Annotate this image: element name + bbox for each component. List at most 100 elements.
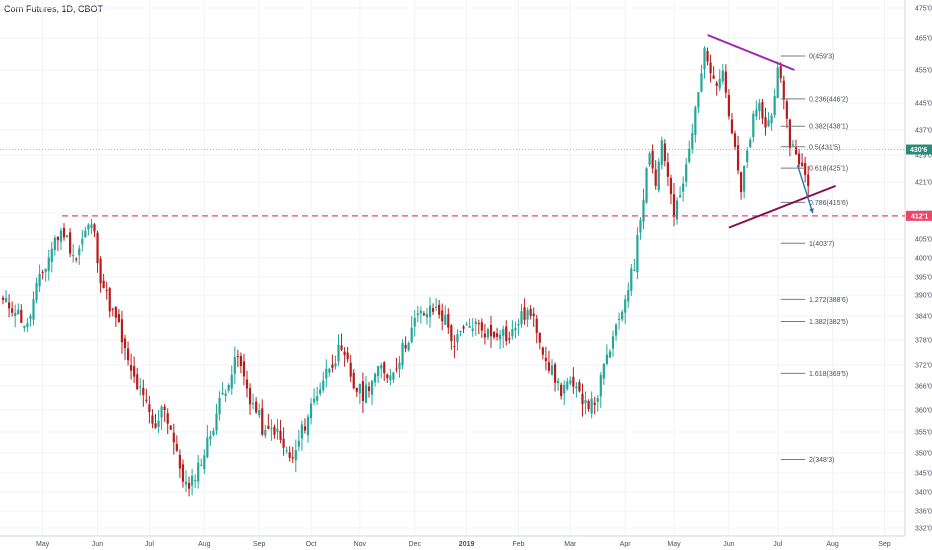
candle-body bbox=[139, 386, 142, 388]
candle-body bbox=[456, 334, 459, 343]
candle-body bbox=[355, 387, 358, 392]
candle-body bbox=[587, 400, 590, 410]
candle-body bbox=[191, 475, 194, 486]
candle-body bbox=[697, 92, 700, 108]
candle-body bbox=[682, 183, 685, 192]
candle-body bbox=[331, 364, 334, 368]
candle-body bbox=[797, 153, 801, 165]
candle-body bbox=[544, 357, 547, 361]
candle-body bbox=[282, 438, 285, 448]
candle-body bbox=[569, 380, 572, 384]
price-tick-label: 395'0 bbox=[915, 275, 932, 282]
candle-body bbox=[736, 145, 740, 171]
price-tick-label: 400'0 bbox=[915, 256, 932, 263]
candle-body bbox=[41, 271, 44, 273]
candle-body bbox=[782, 80, 785, 100]
candle-body bbox=[505, 326, 508, 341]
candle-body bbox=[404, 345, 407, 349]
candle-body bbox=[627, 290, 630, 302]
price-tick-label: 475'0 bbox=[915, 6, 932, 13]
candle-body bbox=[685, 164, 688, 182]
candle-body bbox=[349, 362, 352, 377]
candle-body bbox=[194, 480, 197, 482]
candle-body bbox=[145, 399, 148, 401]
candle-body bbox=[752, 113, 755, 137]
candle-body bbox=[770, 115, 773, 124]
overlays: 0(459'3) 0.236(446'2) 0.382(438'1) 0.5(431'… bbox=[0, 34, 905, 464]
candle-body bbox=[111, 308, 114, 310]
candle-body bbox=[401, 343, 404, 366]
candle-body bbox=[163, 406, 166, 410]
triangle-support-line bbox=[728, 184, 837, 229]
candle-body bbox=[654, 169, 657, 186]
candle-body bbox=[621, 311, 624, 320]
candle-body bbox=[352, 372, 355, 389]
candle-body bbox=[209, 436, 212, 440]
candle-body bbox=[416, 313, 419, 316]
time-tick-label: May bbox=[36, 541, 50, 548]
fib-level-label: 0.382(438'1) bbox=[809, 124, 848, 131]
time-tick-label: Jun bbox=[92, 541, 103, 548]
candle-body bbox=[618, 318, 621, 320]
time-tick-label: Oct bbox=[306, 541, 317, 548]
candle-body bbox=[102, 280, 105, 288]
price-tick-label: 345'0 bbox=[915, 471, 932, 478]
time-tick-label: Sep bbox=[878, 541, 891, 548]
time-tick-label: Feb bbox=[512, 541, 524, 548]
candle-body bbox=[236, 356, 239, 358]
candle-body bbox=[276, 428, 279, 432]
candle-body bbox=[706, 50, 709, 62]
time-tick-label: Apr bbox=[620, 541, 632, 548]
candle-body bbox=[730, 119, 734, 134]
price-tick-label: 429'0 bbox=[915, 153, 932, 160]
candle-body bbox=[261, 408, 264, 435]
candle-body bbox=[239, 355, 242, 367]
candle-body bbox=[794, 147, 798, 155]
candle-body bbox=[169, 425, 172, 430]
candle-body bbox=[44, 268, 47, 272]
candle-body bbox=[224, 393, 227, 396]
candle-body bbox=[29, 315, 32, 319]
candle-body bbox=[532, 313, 535, 317]
candle-body bbox=[477, 323, 480, 325]
candle-body bbox=[651, 150, 654, 169]
candle-body bbox=[215, 413, 218, 431]
candle-body bbox=[288, 452, 291, 458]
price-tick-label: 372'0 bbox=[915, 363, 932, 370]
candle-body bbox=[361, 381, 364, 401]
candle-body bbox=[316, 396, 319, 401]
candle-body bbox=[69, 232, 72, 254]
time-tick-label: Aug bbox=[198, 541, 211, 548]
time-tick-label: Nov bbox=[354, 541, 367, 548]
candle-body bbox=[123, 338, 127, 349]
candle-body bbox=[35, 282, 38, 301]
price-tick-label: 355'0 bbox=[915, 430, 932, 437]
candle-body bbox=[581, 393, 584, 405]
candle-body bbox=[410, 327, 413, 342]
candle-body bbox=[453, 345, 456, 347]
candle-body bbox=[801, 162, 804, 167]
candle-body bbox=[20, 309, 23, 323]
candle-body bbox=[175, 444, 178, 451]
candle-body bbox=[126, 348, 130, 361]
candle-body bbox=[17, 309, 20, 315]
candle-body bbox=[614, 324, 618, 336]
candle-body bbox=[703, 47, 706, 70]
candle-body bbox=[807, 174, 810, 186]
candle-body bbox=[203, 455, 206, 470]
candle-body bbox=[374, 373, 377, 383]
candle-body bbox=[178, 454, 181, 469]
candle-body bbox=[346, 352, 349, 360]
candle-body bbox=[608, 351, 612, 358]
candle-body bbox=[166, 413, 169, 424]
candle-body bbox=[743, 165, 746, 192]
candle-body bbox=[291, 457, 294, 459]
candle-body bbox=[84, 230, 87, 238]
price-tick-label: 455'0 bbox=[915, 68, 932, 75]
candle-body bbox=[206, 437, 209, 458]
candle-body bbox=[367, 386, 371, 392]
candle-body bbox=[75, 258, 78, 260]
candle-body bbox=[596, 398, 599, 402]
candle-body bbox=[550, 365, 554, 375]
